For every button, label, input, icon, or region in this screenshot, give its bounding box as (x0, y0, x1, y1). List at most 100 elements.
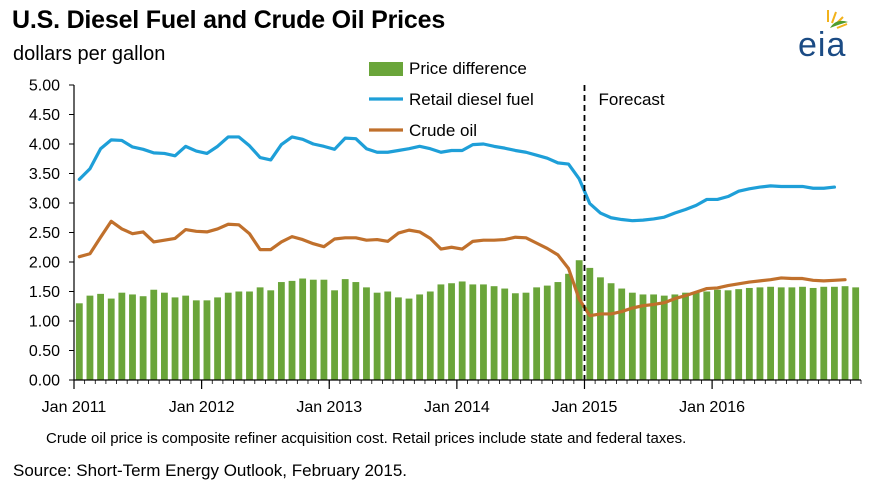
price-difference-bar (277, 282, 285, 380)
price-difference-bar (767, 286, 775, 380)
eia-logo-text: eia (798, 26, 846, 62)
price-difference-bar (352, 282, 360, 380)
price-difference-bar (139, 296, 147, 380)
price-difference-bar (618, 288, 626, 380)
price-difference-bar (703, 291, 711, 380)
price-difference-bar (841, 286, 849, 380)
chart-title: U.S. Diesel Fuel and Crude Oil Prices (12, 6, 446, 34)
price-difference-bar (288, 280, 296, 380)
price-difference-bar (607, 283, 615, 380)
price-difference-bar (586, 267, 594, 380)
price-difference-bar (522, 292, 530, 380)
price-difference-bar (501, 288, 509, 380)
price-difference-bar (639, 294, 647, 380)
price-difference-bar (820, 286, 828, 380)
chart-source: Source: Short-Term Energy Outlook, Febru… (13, 461, 408, 480)
price-difference-bar (192, 300, 200, 380)
y-tick-label: 4.50 (29, 107, 60, 124)
price-difference-bar (660, 295, 668, 380)
price-difference-bar (437, 284, 445, 380)
price-difference-bar (267, 290, 275, 380)
price-difference-bar (182, 295, 190, 380)
price-difference-bar (171, 297, 179, 380)
price-difference-bar (97, 293, 104, 380)
crude-oil-line (77, 219, 847, 318)
x-tick-label: Jan 2011 (42, 399, 107, 416)
price-difference-bar (735, 289, 743, 380)
legend-label-price-difference: Price difference (409, 59, 527, 78)
price-difference-bar (597, 277, 604, 380)
price-difference-bar (161, 292, 168, 380)
price-difference-bar (469, 284, 477, 380)
price-difference-bar (235, 291, 243, 380)
price-difference-bar (543, 285, 551, 380)
x-tick-label: Jan 2014 (424, 399, 490, 416)
y-tick-label: 4.00 (29, 137, 60, 154)
price-difference-bar (490, 286, 498, 380)
price-difference-bar (724, 290, 732, 380)
price-difference-bar (373, 292, 381, 380)
price-difference-bar (671, 294, 679, 380)
price-difference-bar (129, 294, 136, 380)
price-difference-bar (341, 279, 349, 380)
price-difference-bar (256, 287, 264, 380)
eia-logo: eia (798, 10, 848, 62)
price-difference-bar (416, 294, 424, 380)
price-difference-bar (809, 287, 817, 380)
forecast-label: Forecast (598, 90, 664, 109)
y-tick-label: 3.50 (29, 166, 60, 183)
y-tick-label: 0.50 (29, 343, 60, 360)
price-difference-bar (448, 283, 455, 380)
x-tick-label: Jan 2012 (169, 399, 235, 416)
y-tick-label: 2.50 (29, 225, 60, 242)
price-difference-bar (384, 291, 392, 380)
price-difference-bar (831, 286, 838, 380)
price-difference-bar (75, 303, 83, 380)
price-difference-bar (745, 287, 753, 380)
price-difference-bar (554, 282, 562, 380)
legend-label-crude-oil: Crude oil (409, 121, 477, 140)
y-tick-label: 2.00 (29, 255, 60, 272)
price-difference-bar (756, 287, 764, 380)
price-difference-bar (511, 293, 519, 380)
y-tick-label: 3.00 (29, 196, 60, 213)
price-difference-bar (852, 287, 860, 380)
x-tick-label: Jan 2015 (552, 399, 618, 416)
price-difference-bar (150, 289, 158, 380)
price-difference-bar (714, 289, 721, 380)
price-difference-bar (426, 291, 434, 380)
y-tick-label: 5.00 (29, 78, 60, 95)
price-difference-bar (799, 286, 806, 380)
legend-swatch-price-difference (369, 62, 403, 76)
legend-label-retail-diesel: Retail diesel fuel (409, 90, 534, 109)
price-difference-bar (682, 292, 689, 380)
x-tick-label: Jan 2016 (679, 399, 745, 416)
price-difference-bar (118, 292, 126, 380)
price-difference-bar (214, 297, 221, 380)
price-difference-bar (107, 298, 115, 380)
price-difference-bar (628, 292, 636, 380)
price-difference-bar (533, 287, 541, 380)
price-difference-bar (788, 287, 796, 380)
price-difference-bar (299, 278, 307, 380)
y-tick-label: 1.50 (29, 284, 60, 301)
price-difference-bar (246, 291, 253, 380)
chart-footnote: Crude oil price is composite refiner acq… (46, 430, 687, 447)
price-difference-bar (565, 273, 572, 380)
price-difference-bar (692, 292, 700, 380)
price-difference-bar (224, 292, 232, 380)
y-tick-label: 0.00 (29, 373, 60, 390)
price-difference-bar (331, 290, 338, 380)
price-difference-bar (650, 294, 658, 380)
price-difference-bar (203, 300, 211, 380)
x-tick-label: Jan 2013 (296, 399, 362, 416)
price-difference-bar (405, 298, 413, 380)
sun-icon (827, 10, 848, 29)
price-difference-bar (309, 279, 317, 380)
y-tick-label: 1.00 (29, 314, 60, 331)
price-difference-bar (363, 287, 370, 380)
price-difference-bar (480, 284, 487, 380)
retail-diesel-line (77, 135, 837, 223)
price-difference-bar (320, 279, 328, 380)
